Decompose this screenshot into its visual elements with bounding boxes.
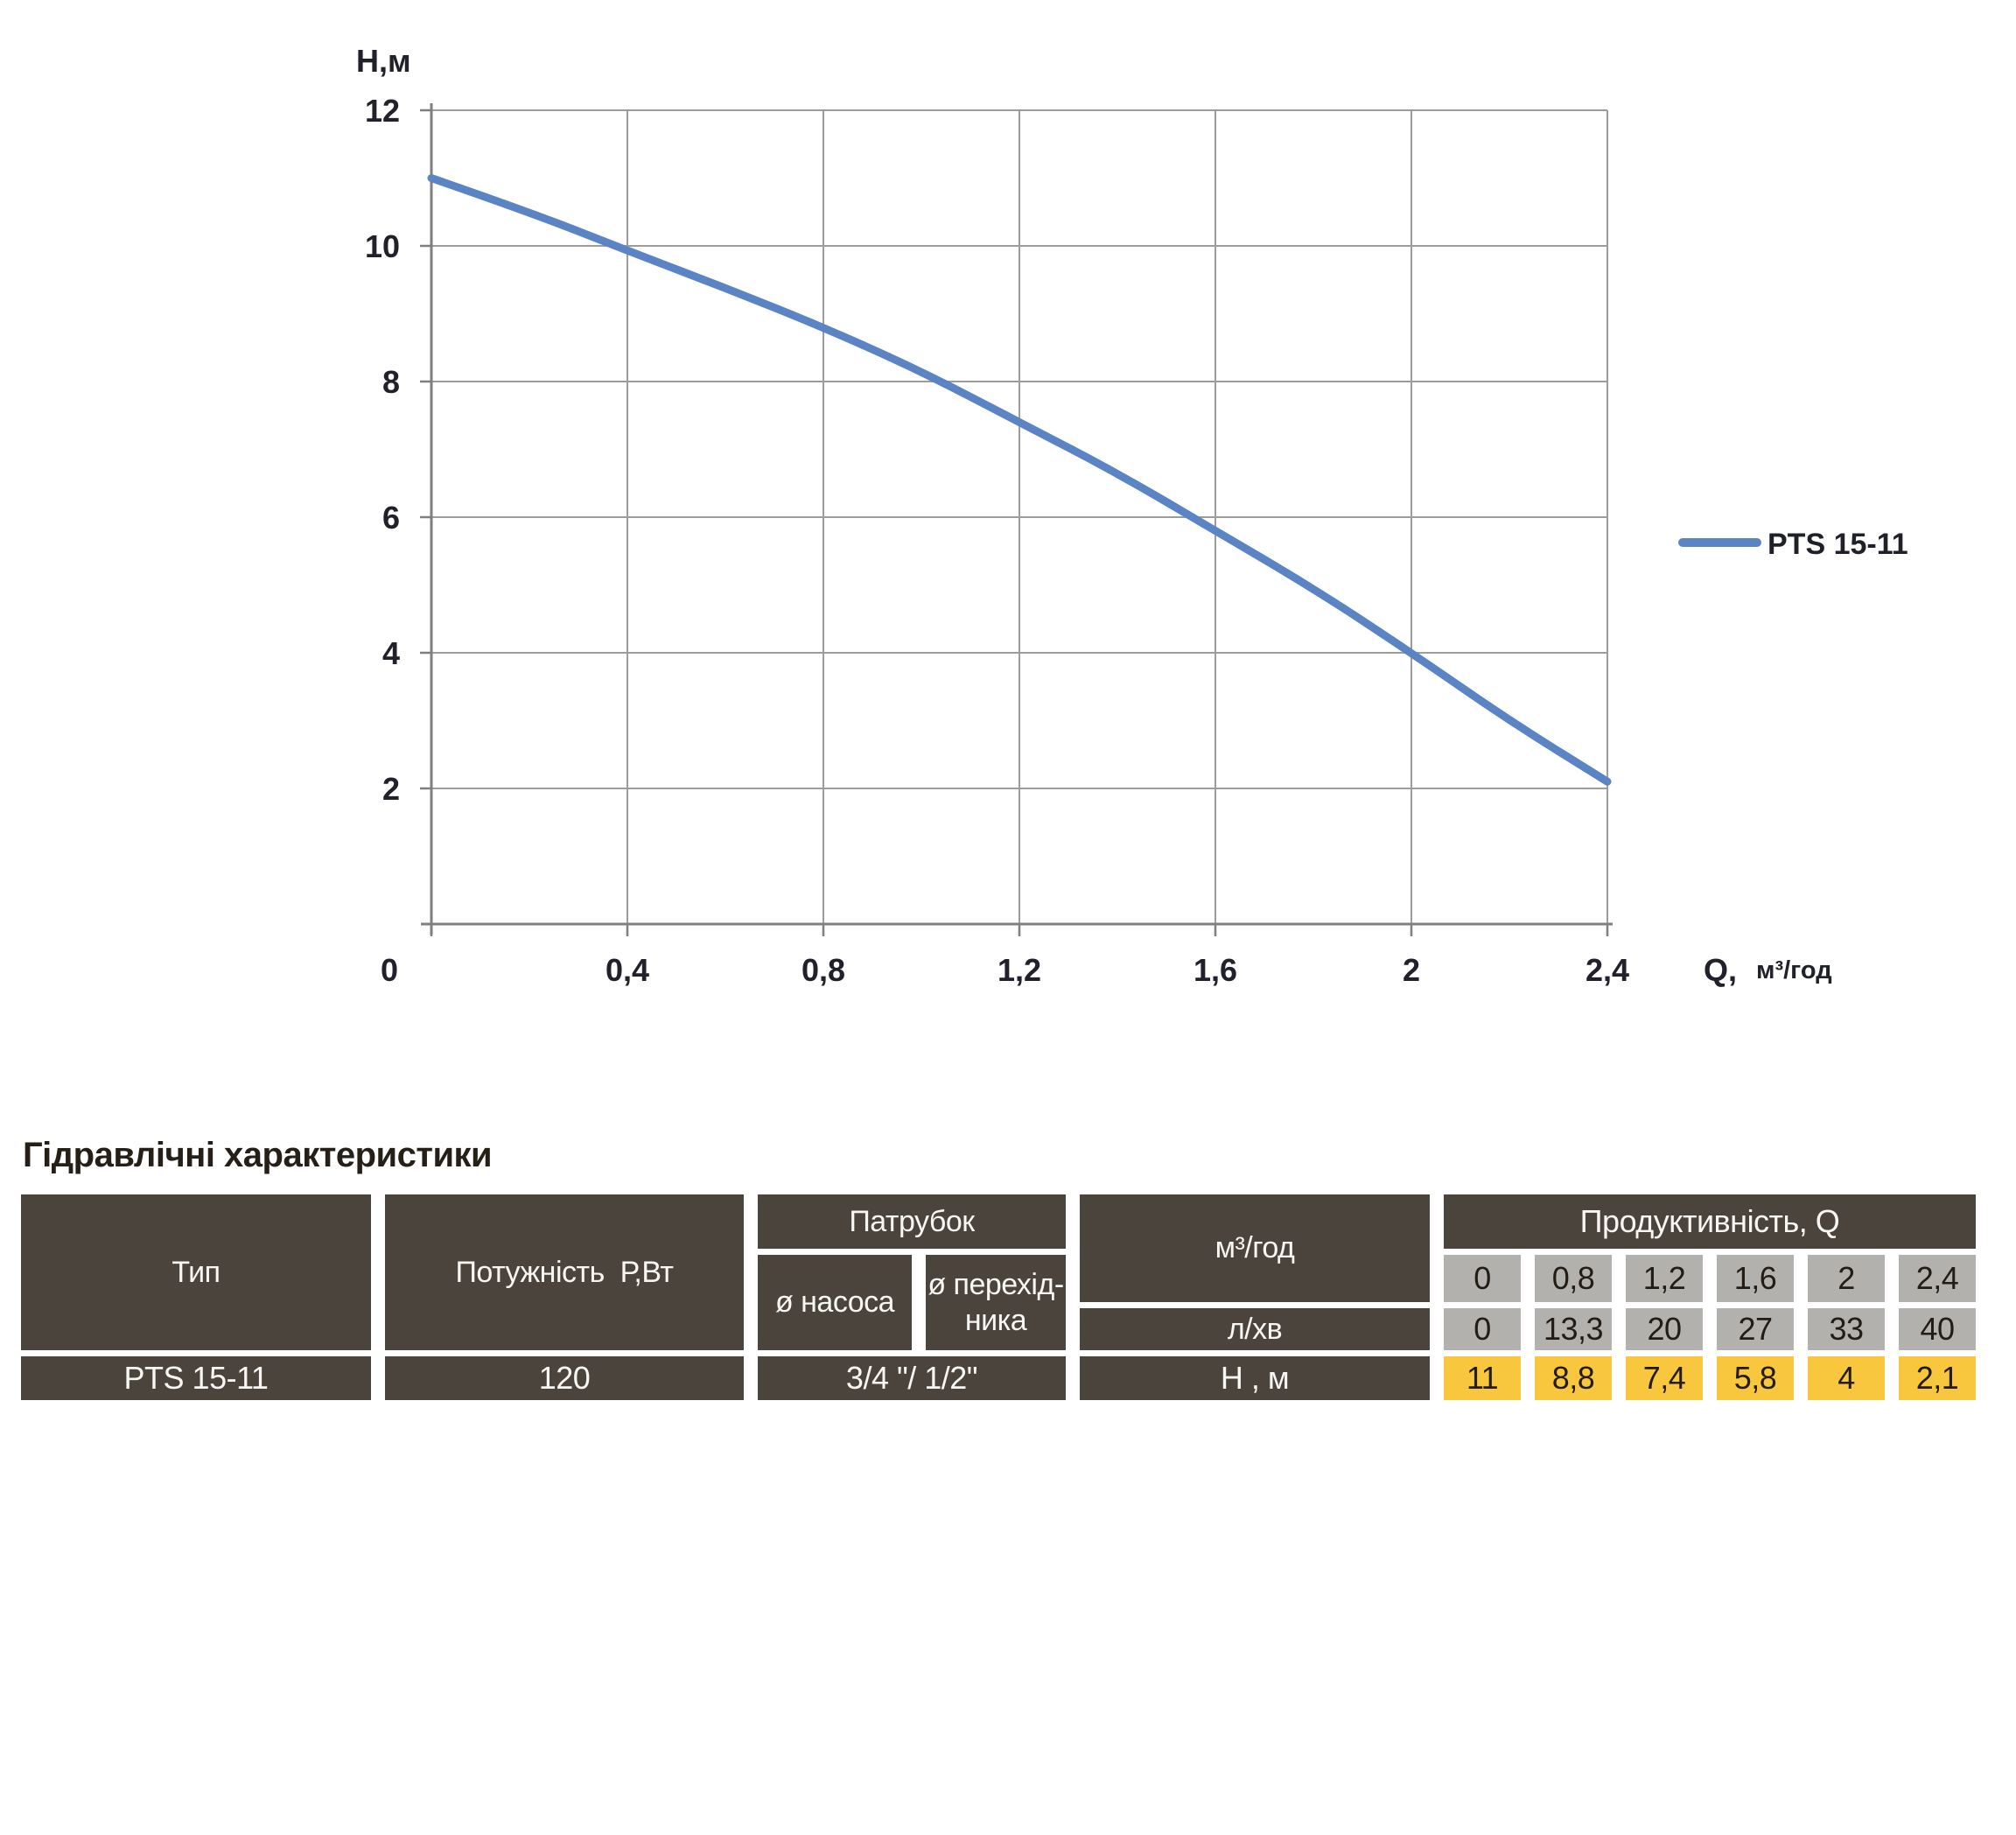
- h-value-cell: 7,4: [1626, 1356, 1703, 1400]
- value-power-watt: 120: [385, 1356, 744, 1400]
- row-header-m3-per-hour: м³/год: [1080, 1194, 1430, 1302]
- svg-text:0: 0: [381, 952, 398, 988]
- h-value-cell: 4: [1808, 1356, 1885, 1400]
- chart-gridlines: [431, 109, 1608, 924]
- col-header-productivity: Продуктивність, Q: [1444, 1194, 1976, 1249]
- value-pump-type: PTS 15-11: [21, 1356, 371, 1400]
- svg-text:12: 12: [365, 93, 400, 129]
- svg-text:2,4: 2,4: [1586, 952, 1629, 988]
- svg-text:10: 10: [365, 228, 400, 264]
- row-header-head-m: Н , м: [1080, 1356, 1430, 1400]
- q-lmin-value-cell: 33: [1808, 1308, 1885, 1350]
- pump-curve-series: [427, 174, 1612, 786]
- h-value-cell: 2,1: [1899, 1356, 1976, 1400]
- chart-axes: [420, 103, 1613, 936]
- value-pipe-size: 3/4 "/ 1/2": [758, 1356, 1066, 1400]
- q-lmin-value-cell: 40: [1899, 1308, 1976, 1350]
- q-m3h-value-cell: 0: [1444, 1255, 1521, 1302]
- svg-text:2: 2: [382, 771, 400, 807]
- h-value-cell: 11: [1444, 1356, 1521, 1400]
- svg-text:2: 2: [1403, 952, 1420, 988]
- q-m3h-value-cell: 1,6: [1717, 1255, 1794, 1302]
- h-value-cell: 5,8: [1717, 1356, 1794, 1400]
- svg-text:м³/год: м³/год: [1756, 956, 1832, 984]
- svg-text:6: 6: [382, 500, 400, 536]
- row-header-l-per-min: л/хв: [1080, 1308, 1430, 1350]
- svg-text:Н,м: Н,м: [356, 43, 411, 79]
- q-lmin-value-cell: 27: [1717, 1308, 1794, 1350]
- svg-text:8: 8: [382, 364, 400, 400]
- chart-axis-labels: 2 4 6 8 10 12 0 0,4 0,8 1,2 1,6 2 2,4 Н,м Q, м³/год: [356, 43, 1832, 988]
- q-lmin-value-cell: 13,3: [1535, 1308, 1612, 1350]
- svg-text:4: 4: [382, 635, 400, 671]
- col-header-power: Потужність Р,Вт: [385, 1194, 744, 1350]
- legend-series-label: PTS 15-11: [1768, 528, 1908, 561]
- table-title: Гідравлічні характеристики: [23, 1136, 493, 1174]
- svg-text:0,8: 0,8: [802, 952, 845, 988]
- svg-text:1,2: 1,2: [998, 952, 1041, 988]
- svg-text:0,4: 0,4: [606, 952, 649, 988]
- col-header-type: Тип: [21, 1194, 371, 1350]
- q-m3h-value-cell: 2: [1808, 1255, 1885, 1302]
- q-m3h-value-cell: 2,4: [1899, 1255, 1976, 1302]
- q-lmin-value-cell: 20: [1626, 1308, 1703, 1350]
- hydraulic-characteristics-table: Тип Потужність Р,Вт Патрубок ø насоса ø …: [21, 1194, 1976, 1400]
- q-lmin-value-cell: 0: [1444, 1308, 1521, 1350]
- col-header-pipe: Патрубок: [758, 1194, 1066, 1249]
- q-m3h-value-cell: 0,8: [1535, 1255, 1612, 1302]
- svg-text:Q,: Q,: [1704, 952, 1737, 988]
- svg-text:1,6: 1,6: [1194, 952, 1237, 988]
- col-header-pump-diameter: ø насоса: [758, 1255, 912, 1350]
- chart-legend: PTS 15-11: [1678, 528, 1908, 561]
- pump-curve-chart: 2 4 6 8 10 12 0 0,4 0,8 1,2 1,6 2 2,4 Н,м Q, м³/год PTS…: [356, 43, 1908, 988]
- col-header-adapter-diameter: ø перехід- ника: [926, 1255, 1066, 1350]
- h-value-cell: 8,8: [1535, 1356, 1612, 1400]
- q-m3h-value-cell: 1,2: [1626, 1255, 1703, 1302]
